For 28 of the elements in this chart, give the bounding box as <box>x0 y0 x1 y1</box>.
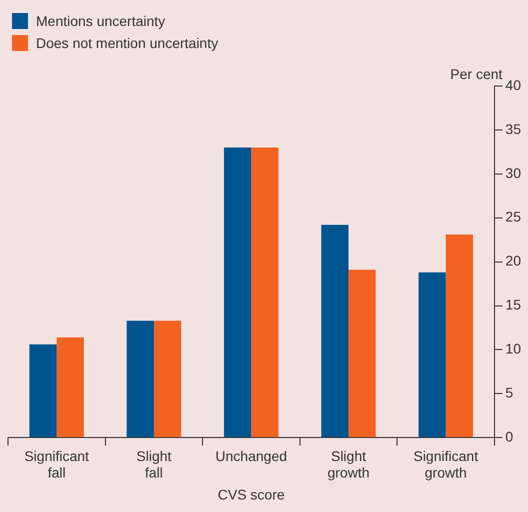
x-tick-label: Slight fall <box>136 448 172 481</box>
legend-label: Does not mention uncertainty <box>36 34 218 53</box>
legend-label: Mentions uncertainty <box>36 12 166 31</box>
x-axis-title: CVS score <box>218 486 285 502</box>
bar <box>126 320 154 438</box>
y-tick-label: 10 <box>505 340 522 357</box>
bar <box>418 272 446 438</box>
bar <box>29 344 57 438</box>
bar <box>446 234 474 438</box>
y-tick-label: 25 <box>505 208 522 225</box>
x-tick-label: Significant fall <box>24 448 90 481</box>
y-tick-label: 30 <box>505 164 522 181</box>
bar <box>251 148 278 438</box>
y-tick-label: 20 <box>505 252 522 269</box>
bar <box>154 320 182 438</box>
bar <box>224 148 252 438</box>
bar <box>321 224 348 438</box>
x-tick-label: Slight growth <box>327 448 370 481</box>
x-tick-label: Unchanged <box>215 448 288 464</box>
x-tick-label: Significant growth <box>413 448 478 481</box>
y-tick-label: 35 <box>505 120 522 137</box>
y-tick-label: 15 <box>505 296 522 313</box>
y-axis-title: Per cent <box>450 66 503 82</box>
y-tick-label: 40 <box>505 76 522 93</box>
y-tick-label: 5 <box>505 384 514 401</box>
y-tick-label: 0 <box>505 428 514 444</box>
bar <box>348 270 376 438</box>
bar <box>56 337 84 438</box>
